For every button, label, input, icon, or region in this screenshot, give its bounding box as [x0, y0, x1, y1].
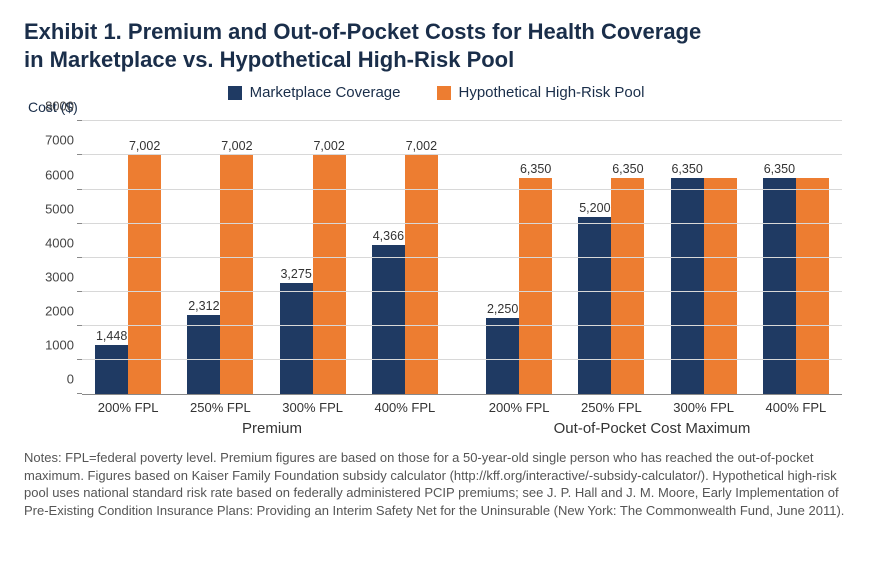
plot-area: 1,448 7,002 2,312 7,002 3,275 7,002 4,366 7,002…: [82, 121, 842, 395]
bar-group: 3,275 7,002: [267, 121, 359, 394]
y-tickmark: [77, 120, 82, 121]
y-tick-label: 0: [67, 372, 82, 387]
bar-marketplace: 4,366: [372, 245, 405, 394]
x-tick-label: 300% FPL: [267, 400, 359, 415]
y-tickmark: [77, 154, 82, 155]
bar-marketplace: 6,350: [763, 178, 796, 395]
y-tick-label: 8000: [45, 99, 82, 114]
y-tickmark: [77, 359, 82, 360]
y-tickmark: [77, 325, 82, 326]
bar-value-label: 5,200: [579, 201, 610, 217]
gridline: [82, 257, 842, 258]
x-tick-label: 250% FPL: [565, 400, 657, 415]
bar-marketplace: 2,312: [187, 315, 220, 394]
chart-title: Exhibit 1. Premium and Out-of-Pocket Cos…: [24, 18, 848, 74]
bar-highrisk: [704, 178, 737, 395]
bar-group: 6,350: [750, 121, 842, 394]
legend-item-a: Marketplace Coverage: [228, 84, 401, 101]
bar-marketplace: 6,350: [671, 178, 704, 395]
legend-swatch-a: [228, 86, 242, 100]
gridline: [82, 189, 842, 190]
bar-value-label: 3,275: [280, 267, 311, 283]
bar-value-label: 6,350: [764, 162, 795, 178]
gridline: [82, 291, 842, 292]
y-tick-label: 6000: [45, 167, 82, 182]
bar-marketplace: 2,250: [486, 318, 519, 395]
bar-highrisk: [796, 178, 829, 395]
panel-axis-title: Premium: [82, 420, 462, 437]
chart-notes: Notes: FPL=federal poverty level. Premiu…: [24, 449, 848, 519]
x-tick-label: 300% FPL: [658, 400, 750, 415]
bar-highrisk: 6,350: [611, 178, 644, 395]
panel-axis-titles: PremiumOut-of-Pocket Cost Maximum: [82, 420, 842, 437]
bar-value-label: 6,350: [671, 162, 702, 178]
bar-value-label: 6,350: [612, 162, 643, 178]
legend-label-b: Hypothetical High-Risk Pool: [459, 84, 645, 101]
chart-panel: 2,2506,3505,2006,3506,3506,350: [473, 121, 842, 394]
bar-marketplace: 5,200: [578, 217, 611, 394]
gridline: [82, 325, 842, 326]
bar-value-label: 7,002: [313, 139, 344, 155]
bar-highrisk: 6,350: [519, 178, 552, 395]
y-tick-label: 2000: [45, 304, 82, 319]
bar-value-label: 2,250: [487, 302, 518, 318]
legend: Marketplace Coverage Hypothetical High-R…: [24, 84, 848, 101]
bar-group: 4,366 7,002: [359, 121, 451, 394]
gridline: [82, 359, 842, 360]
y-tickmark: [77, 189, 82, 190]
bar-group: 1,448 7,002: [82, 121, 174, 394]
x-axis-labels: 200% FPL250% FPL300% FPL400% FPL200% FPL…: [82, 400, 842, 415]
bar-group: 6,350: [658, 121, 750, 394]
bar-marketplace: 1,448: [95, 345, 128, 394]
bar-group: 2,312 7,002: [174, 121, 266, 394]
bar-group: 2,2506,350: [473, 121, 565, 394]
gridline: [82, 120, 842, 121]
x-tick-label: 400% FPL: [750, 400, 842, 415]
bar-value-label: 2,312: [188, 299, 219, 315]
bar-value-label: 7,002: [129, 139, 160, 155]
y-tickmark: [77, 393, 82, 394]
chart: Cost ($) 1,4487,0022,3127,0023,2757,0024…: [28, 103, 848, 435]
legend-swatch-b: [437, 86, 451, 100]
y-tick-label: 3000: [45, 269, 82, 284]
x-tick-label: 250% FPL: [174, 400, 266, 415]
title-line-1: Exhibit 1. Premium and Out-of-Pocket Cos…: [24, 19, 701, 44]
y-tick-label: 5000: [45, 201, 82, 216]
bar-value-label: 6,350: [520, 162, 551, 178]
gridline: [82, 223, 842, 224]
bar-group: 5,2006,350: [565, 121, 657, 394]
gridline: [82, 154, 842, 155]
bar-marketplace: 3,275: [280, 283, 313, 395]
y-tick-label: 1000: [45, 338, 82, 353]
chart-panel: 1,448 7,002 2,312 7,002 3,275 7,002 4,366 7,002: [82, 121, 451, 394]
y-tick-label: 4000: [45, 235, 82, 250]
bar-value-label: 4,366: [373, 229, 404, 245]
bar-groups: 1,448 7,002 2,312 7,002 3,275 7,002 4,366 7,002…: [82, 121, 842, 394]
bar-value-label: 1,448: [96, 329, 127, 345]
legend-item-b: Hypothetical High-Risk Pool: [437, 84, 645, 101]
title-line-2: in Marketplace vs. Hypothetical High-Ris…: [24, 47, 514, 72]
x-tick-label: 200% FPL: [82, 400, 174, 415]
bar-value-label: 7,002: [221, 139, 252, 155]
legend-label-a: Marketplace Coverage: [250, 84, 401, 101]
y-tickmark: [77, 223, 82, 224]
y-tickmark: [77, 291, 82, 292]
panel-axis-title: Out-of-Pocket Cost Maximum: [462, 420, 842, 437]
x-tick-label: 200% FPL: [473, 400, 565, 415]
y-tickmark: [77, 257, 82, 258]
y-tick-label: 7000: [45, 133, 82, 148]
bar-value-label: 7,002: [406, 139, 437, 155]
x-tick-label: 400% FPL: [359, 400, 451, 415]
